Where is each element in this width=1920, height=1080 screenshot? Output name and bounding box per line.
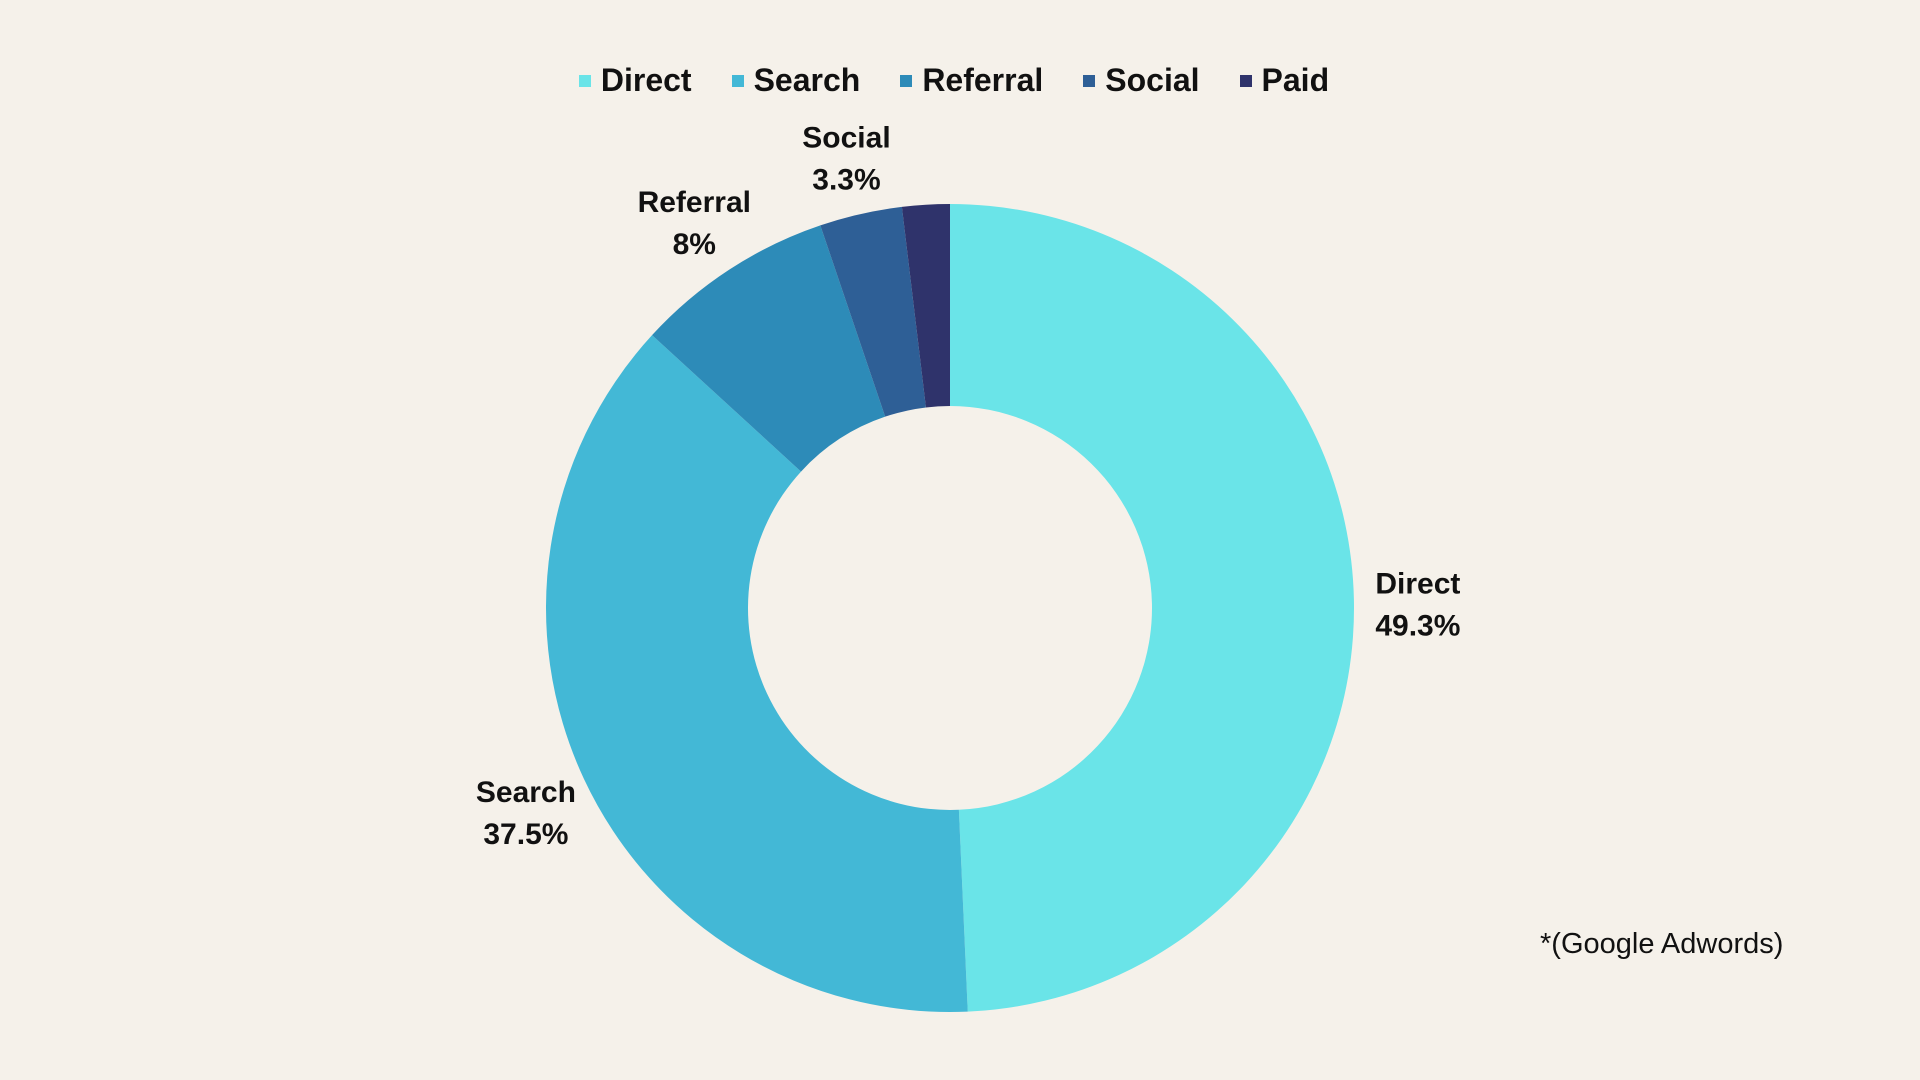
legend-swatch [731, 74, 744, 87]
legend-label: Referral [922, 62, 1044, 98]
data-label-value: 3.3% [812, 164, 880, 197]
data-label-name: Referral [638, 186, 751, 219]
data-label-value: 49.3% [1375, 610, 1460, 643]
chart-legend: Direct Search Referral Social Paid [0, 62, 1914, 99]
legend-swatch [900, 74, 913, 87]
data-label-name: Search [476, 776, 576, 809]
legend-label: Search [753, 62, 861, 98]
legend-item-social: Social [1083, 62, 1200, 99]
slice-paid [901, 204, 950, 408]
footnote: *(Google Adwords) [1540, 928, 1784, 960]
slice-direct [950, 204, 1355, 1012]
slice-social [820, 206, 926, 417]
legend-swatch [1083, 74, 1096, 87]
legend-swatch [1239, 74, 1252, 87]
legend-label: Direct [600, 62, 692, 98]
slice-search [546, 335, 968, 1013]
legend-item-paid: Paid [1239, 62, 1330, 99]
legend-label: Paid [1261, 62, 1330, 98]
data-label-name: Social [802, 122, 890, 155]
data-label-value: 37.5% [483, 818, 568, 851]
legend-item-direct: Direct [578, 62, 692, 99]
data-label-value: 8% [673, 228, 716, 261]
legend-item-search: Search [731, 62, 861, 99]
slice-referral [652, 225, 886, 472]
legend-item-referral: Referral [900, 62, 1043, 99]
legend-swatch [578, 74, 591, 87]
legend-label: Social [1105, 62, 1200, 98]
data-label-name: Direct [1375, 568, 1460, 601]
